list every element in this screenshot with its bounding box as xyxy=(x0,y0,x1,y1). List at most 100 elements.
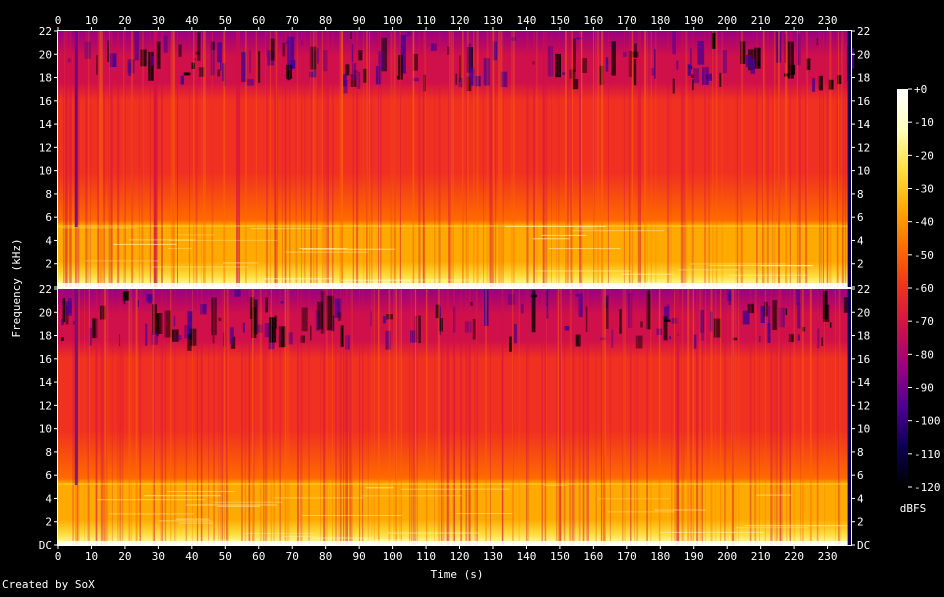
sparse-patch xyxy=(692,79,694,91)
transient-streak xyxy=(474,289,476,545)
transient-streak xyxy=(690,289,692,545)
transient-streak xyxy=(363,31,365,287)
sparse-patch xyxy=(383,315,386,324)
transient-streak xyxy=(117,31,120,287)
transient-streak xyxy=(66,31,69,287)
transient-streak xyxy=(393,289,395,545)
transient-streak xyxy=(340,289,342,545)
transient-streak xyxy=(492,31,495,287)
transient-streak xyxy=(789,289,791,545)
tonal-line xyxy=(533,238,570,240)
sparse-patch xyxy=(818,75,823,91)
x-tick-label: 100 xyxy=(383,14,403,27)
y-tick-label-right: 8 xyxy=(857,446,864,459)
sparse-patch xyxy=(100,305,106,320)
colorbar-tick-label: -110 xyxy=(914,448,941,461)
transient-streak xyxy=(600,289,602,545)
sparse-patch xyxy=(796,290,801,305)
transient-streak xyxy=(573,289,576,545)
transient-streak xyxy=(390,31,392,287)
transient-streak xyxy=(301,289,303,545)
y-tick-label: 8 xyxy=(45,446,52,459)
transient-streak xyxy=(244,289,247,545)
tonal-line xyxy=(387,532,480,534)
sparse-patch xyxy=(812,78,816,92)
transient-streak xyxy=(595,31,597,287)
tonal-line xyxy=(85,260,159,262)
transient-streak xyxy=(170,31,173,287)
y-tick-label: 2 xyxy=(45,258,52,271)
transient-streak xyxy=(287,289,290,545)
silence-column xyxy=(74,31,78,227)
tonal-line xyxy=(299,248,348,249)
transient-streak xyxy=(741,31,744,287)
transient-streak xyxy=(139,289,141,545)
tonal-line xyxy=(97,499,206,501)
transient-streak xyxy=(452,289,455,545)
transient-streak xyxy=(567,31,569,287)
sparse-patch xyxy=(520,303,524,314)
transient-streak xyxy=(345,289,348,545)
sparse-patch xyxy=(740,41,746,64)
transient-streak xyxy=(705,289,706,545)
x-tick-label: 230 xyxy=(818,14,838,27)
transient-streak xyxy=(415,289,417,545)
transient-streak xyxy=(275,31,278,287)
y-tick-label: 6 xyxy=(45,211,52,224)
transient-streak xyxy=(236,31,237,287)
tonal-line xyxy=(598,498,670,500)
transient-streak xyxy=(819,31,820,287)
tonal-line xyxy=(272,497,364,499)
transient-streak xyxy=(239,31,241,287)
transient-streak xyxy=(378,31,379,287)
tonal-line xyxy=(505,225,606,227)
transient-streak xyxy=(100,31,103,287)
transient-streak xyxy=(824,289,825,545)
transient-streak xyxy=(104,31,106,287)
sparse-patch xyxy=(222,63,225,82)
transient-streak xyxy=(771,289,774,545)
transient-streak xyxy=(536,31,538,287)
sparse-patch xyxy=(784,33,786,63)
transient-streak xyxy=(460,289,463,545)
transient-streak xyxy=(701,289,703,545)
transient-streak xyxy=(545,289,547,545)
transient-streak xyxy=(579,31,581,287)
tonal-line xyxy=(366,487,394,489)
sparse-patch xyxy=(582,58,588,73)
transient-streak xyxy=(624,289,626,545)
transient-streak xyxy=(241,289,243,545)
transient-streak xyxy=(72,289,75,545)
transient-streak xyxy=(677,289,679,545)
x-tick-label: 10 xyxy=(85,14,98,27)
sparse-patch xyxy=(412,77,420,82)
transient-streak xyxy=(578,289,581,545)
sparse-patch xyxy=(184,325,190,339)
transient-streak xyxy=(332,31,334,287)
transient-streak xyxy=(341,31,344,287)
transient-streak xyxy=(141,31,144,287)
transient-streak xyxy=(105,289,108,545)
sparse-patch xyxy=(447,46,450,55)
sparse-patch xyxy=(732,337,738,341)
sparse-patch xyxy=(713,318,721,338)
tonal-line xyxy=(455,513,513,515)
y-tick-label-right: 18 xyxy=(857,72,870,85)
sparse-patch xyxy=(406,31,411,37)
transient-streak xyxy=(776,289,778,545)
transient-streak xyxy=(111,289,113,545)
transient-streak xyxy=(266,289,268,545)
transient-streak xyxy=(826,31,829,287)
x-tick-label: 200 xyxy=(717,14,737,27)
transient-streak xyxy=(491,31,494,287)
sparse-patch xyxy=(821,337,824,346)
sparse-patch xyxy=(310,325,312,341)
sparse-patch xyxy=(531,290,536,333)
x-axis-label: Time (s) xyxy=(431,568,484,581)
transient-streak xyxy=(476,289,478,545)
transient-streak xyxy=(581,31,583,287)
transient-streak xyxy=(226,289,228,545)
transient-streak xyxy=(78,289,80,545)
transient-streak xyxy=(565,31,567,287)
sparse-patch xyxy=(197,32,201,61)
